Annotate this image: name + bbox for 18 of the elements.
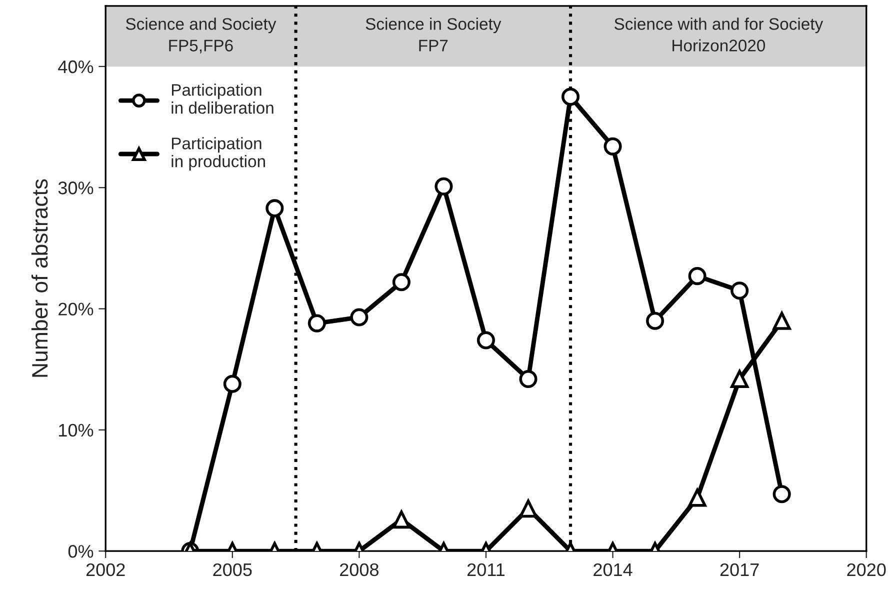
legend-label: Participation in production [172, 137, 265, 171]
y-axis-title: Number of abstracts [31, 179, 48, 377]
y-tick-label: 30% [58, 182, 94, 194]
annotation: Science and Society FP5,FP6 [126, 18, 276, 54]
x-tick-label: 2014 [594, 563, 632, 576]
y-tick-label: 20% [58, 302, 94, 316]
annotation: Science in Society FP7 [366, 18, 502, 52]
x-tick-label: 2020 [847, 563, 886, 576]
x-tick-label: 2017 [720, 563, 759, 576]
x-tick-label: 2011 [467, 563, 505, 576]
legend-label: Participation in deliberation [172, 84, 274, 114]
x-tick-label: 2002 [86, 563, 125, 576]
y-tick-label: 0% [68, 544, 94, 558]
x-tick-label: 2005 [213, 563, 252, 576]
y-tick-label: 40% [58, 60, 94, 74]
annotation: Science with and for Society Horizon2020 [614, 18, 824, 52]
x-tick-label: 2008 [340, 563, 378, 576]
y-tick-label: 10% [59, 424, 94, 437]
